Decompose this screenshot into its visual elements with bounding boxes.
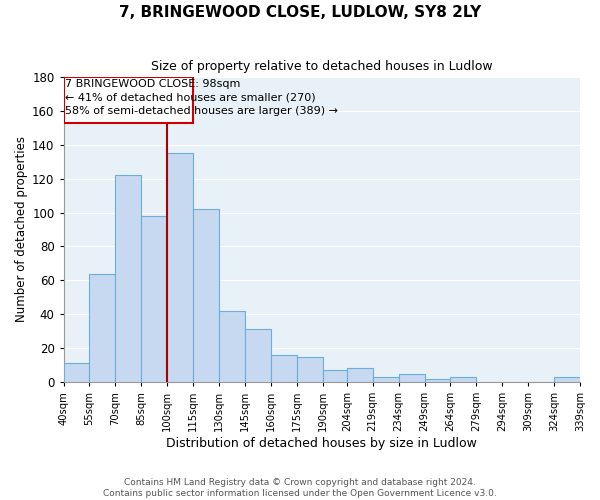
- X-axis label: Distribution of detached houses by size in Ludlow: Distribution of detached houses by size …: [166, 437, 477, 450]
- Bar: [425, 378, 451, 382]
- Bar: [398, 374, 425, 382]
- Bar: [219, 311, 245, 382]
- Bar: [115, 176, 141, 382]
- Title: Size of property relative to detached houses in Ludlow: Size of property relative to detached ho…: [151, 60, 493, 73]
- Bar: [64, 364, 89, 382]
- Text: 7 BRINGEWOOD CLOSE: 98sqm: 7 BRINGEWOOD CLOSE: 98sqm: [65, 78, 241, 88]
- Bar: [297, 356, 323, 382]
- Bar: [193, 209, 219, 382]
- Text: ← 41% of detached houses are smaller (270): ← 41% of detached houses are smaller (27…: [65, 92, 316, 102]
- Bar: [89, 274, 115, 382]
- Bar: [245, 330, 271, 382]
- Bar: [167, 153, 193, 382]
- Bar: [347, 368, 373, 382]
- Bar: [141, 216, 167, 382]
- Bar: [373, 377, 398, 382]
- Bar: [271, 355, 297, 382]
- Text: 58% of semi-detached houses are larger (389) →: 58% of semi-detached houses are larger (…: [65, 106, 338, 116]
- Y-axis label: Number of detached properties: Number of detached properties: [15, 136, 28, 322]
- Text: Contains HM Land Registry data © Crown copyright and database right 2024.
Contai: Contains HM Land Registry data © Crown c…: [103, 478, 497, 498]
- Text: 7, BRINGEWOOD CLOSE, LUDLOW, SY8 2LY: 7, BRINGEWOOD CLOSE, LUDLOW, SY8 2LY: [119, 5, 481, 20]
- Bar: [451, 377, 476, 382]
- Bar: [554, 377, 580, 382]
- FancyBboxPatch shape: [64, 77, 193, 122]
- Bar: [323, 370, 347, 382]
